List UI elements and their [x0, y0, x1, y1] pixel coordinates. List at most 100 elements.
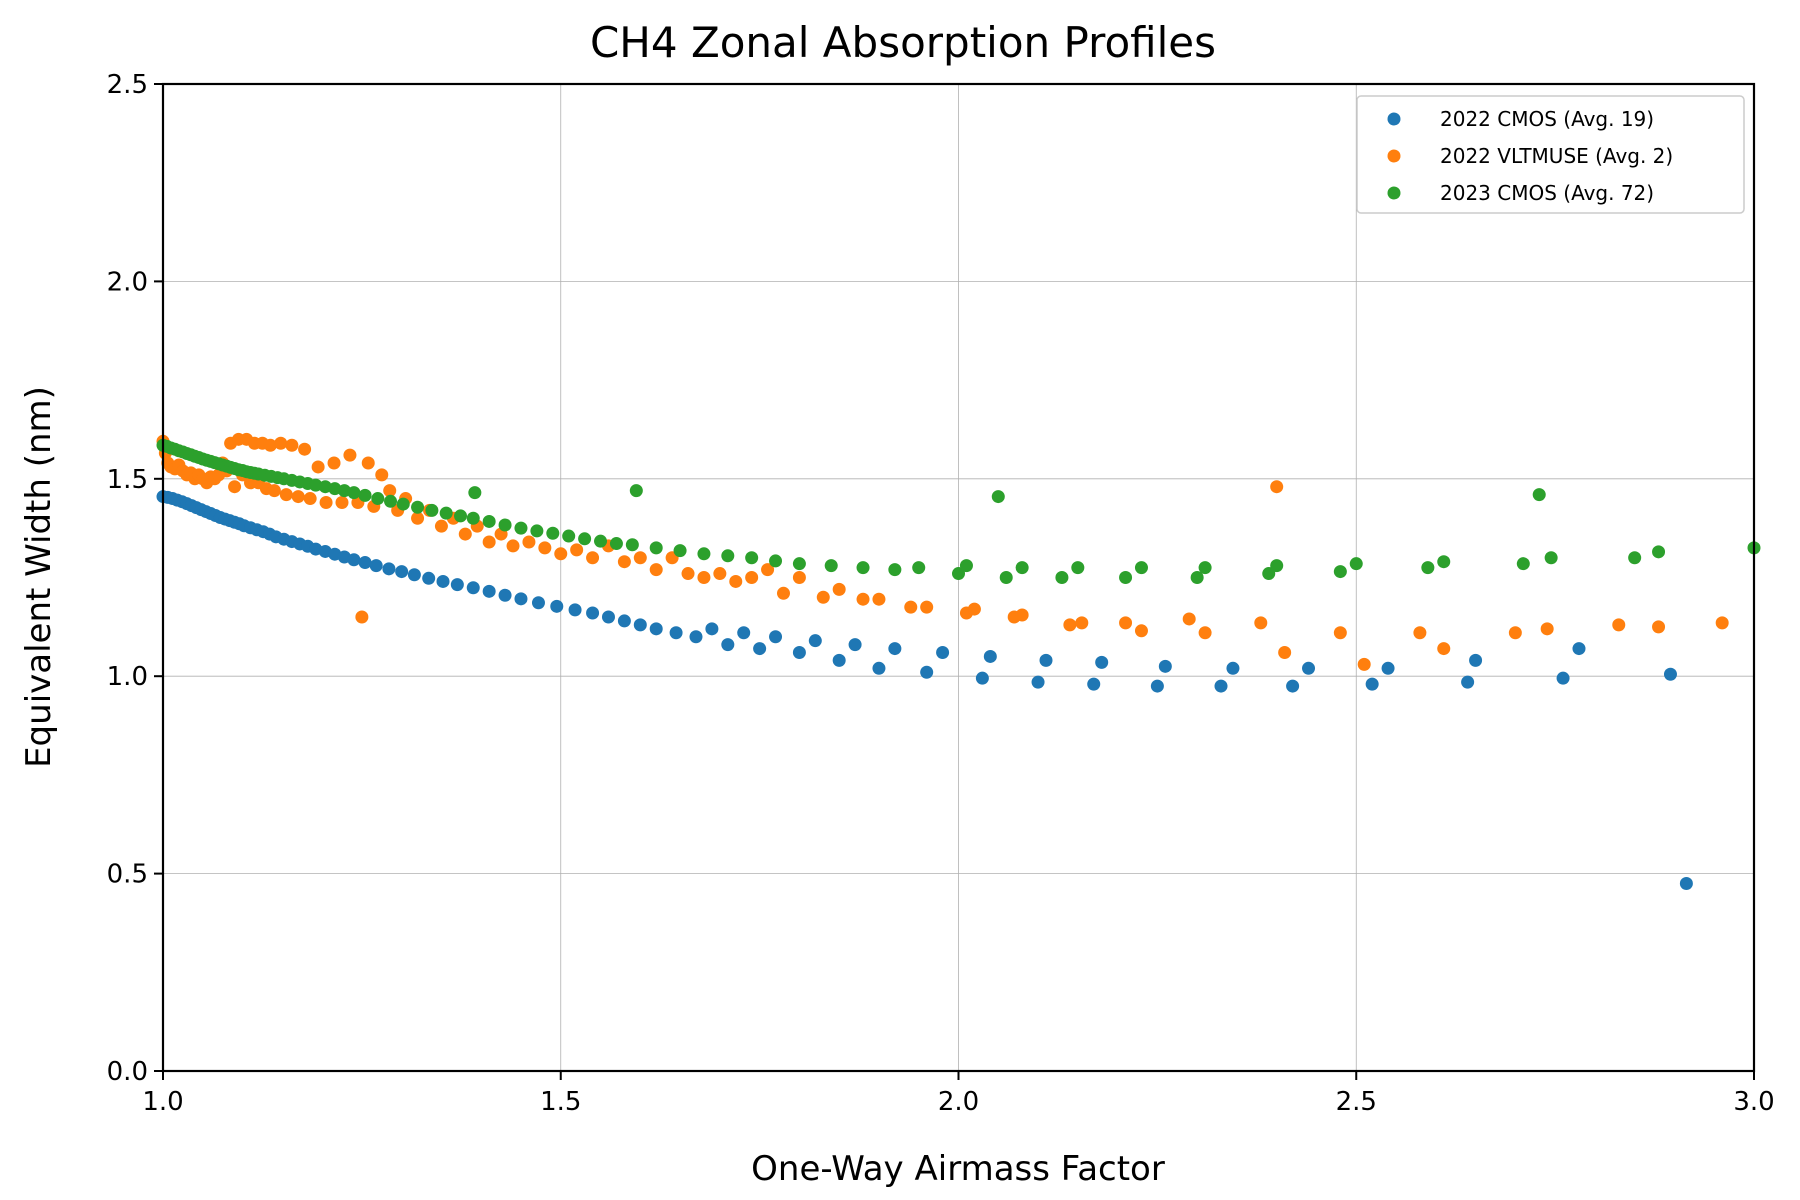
data-point	[1461, 675, 1475, 689]
data-point	[983, 649, 997, 663]
data-point	[904, 600, 918, 614]
y-tick-label: 2.0	[107, 267, 148, 297]
data-point	[1556, 671, 1570, 685]
data-point	[343, 448, 357, 462]
data-point	[586, 606, 600, 620]
data-point	[384, 494, 398, 508]
data-point	[1254, 616, 1268, 630]
data-point	[274, 436, 288, 450]
data-point	[554, 547, 568, 561]
data-point	[396, 497, 410, 511]
data-point	[1612, 618, 1626, 632]
data-point	[1663, 667, 1677, 681]
data-point	[1071, 561, 1085, 575]
data-point	[1516, 557, 1530, 571]
data-point	[697, 571, 711, 584]
data-point	[538, 541, 552, 555]
data-point	[1031, 675, 1045, 689]
data-point	[617, 614, 631, 628]
data-point	[303, 492, 317, 506]
data-point	[1134, 561, 1148, 575]
data-point	[298, 442, 312, 456]
data-point	[669, 626, 683, 640]
data-point	[1095, 655, 1109, 669]
data-point	[1190, 571, 1204, 584]
data-point	[1015, 561, 1029, 575]
data-point	[792, 557, 806, 571]
chart-title: CH4 Zonal Absorption Profiles	[590, 18, 1216, 67]
legend-marker	[1387, 186, 1401, 200]
data-point	[594, 534, 608, 548]
series-2	[156, 432, 1729, 671]
data-point	[506, 539, 520, 553]
data-point	[466, 581, 480, 595]
data-point	[1286, 679, 1300, 693]
data-point	[681, 567, 695, 581]
series-1	[156, 490, 1693, 890]
y-axis: 0.0 0.5 1.0 1.5 2.0 2.5	[107, 70, 163, 1087]
data-point	[697, 547, 711, 561]
data-point	[319, 495, 333, 509]
data-point	[721, 638, 735, 652]
data-point	[358, 555, 372, 569]
x-tick-label: 1.0	[142, 1087, 183, 1117]
data-point	[649, 563, 663, 577]
x-axis: 1.0 1.5 2.0 2.5 3.0	[142, 1071, 1775, 1117]
data-point	[617, 555, 631, 569]
data-point	[856, 561, 870, 575]
data-point	[1540, 622, 1554, 636]
data-point	[522, 535, 536, 549]
data-point	[633, 551, 647, 565]
data-point	[713, 567, 727, 581]
data-point	[498, 518, 512, 532]
data-point	[1413, 626, 1427, 640]
y-tick-label: 1.5	[107, 465, 148, 495]
data-point	[327, 456, 341, 470]
data-point	[1333, 626, 1347, 640]
data-point	[1119, 616, 1133, 630]
data-point	[383, 484, 397, 498]
data-point	[1270, 559, 1284, 573]
data-point	[1214, 679, 1228, 693]
data-point	[1198, 561, 1212, 575]
data-point	[291, 490, 305, 504]
data-point	[375, 468, 389, 482]
data-point	[729, 574, 743, 588]
data-point	[745, 571, 759, 584]
data-point	[745, 551, 759, 565]
data-point	[411, 511, 425, 525]
data-point	[753, 642, 767, 656]
data-point	[737, 626, 751, 640]
data-point	[1039, 653, 1053, 667]
data-point	[1508, 626, 1522, 640]
legend-label: 2022 VLTMUSE (Avg. 2)	[1440, 144, 1673, 168]
data-point	[347, 486, 361, 500]
data-point	[1087, 677, 1101, 691]
y-tick-label: 0.0	[107, 1057, 148, 1087]
data-point	[705, 622, 719, 636]
data-point	[1015, 608, 1029, 622]
data-point	[369, 559, 383, 573]
data-point	[1544, 551, 1558, 565]
data-point	[689, 630, 703, 644]
data-point	[1715, 616, 1729, 630]
x-tick-label: 1.5	[540, 1087, 581, 1117]
x-tick-label: 2.5	[1336, 1087, 1377, 1117]
data-point	[285, 438, 299, 452]
data-point	[1150, 679, 1164, 693]
data-point	[816, 590, 830, 604]
data-point	[792, 646, 806, 660]
data-point	[912, 561, 926, 575]
data-point	[1628, 551, 1642, 565]
data-point	[872, 661, 886, 675]
data-point	[439, 506, 453, 520]
data-point	[309, 478, 323, 492]
data-point	[824, 559, 838, 573]
data-point	[888, 563, 902, 577]
data-point	[1437, 555, 1451, 569]
data-point	[848, 638, 862, 652]
data-point	[531, 596, 545, 610]
data-point	[952, 567, 965, 581]
y-tick-label: 2.5	[107, 70, 148, 100]
data-point	[458, 527, 472, 541]
